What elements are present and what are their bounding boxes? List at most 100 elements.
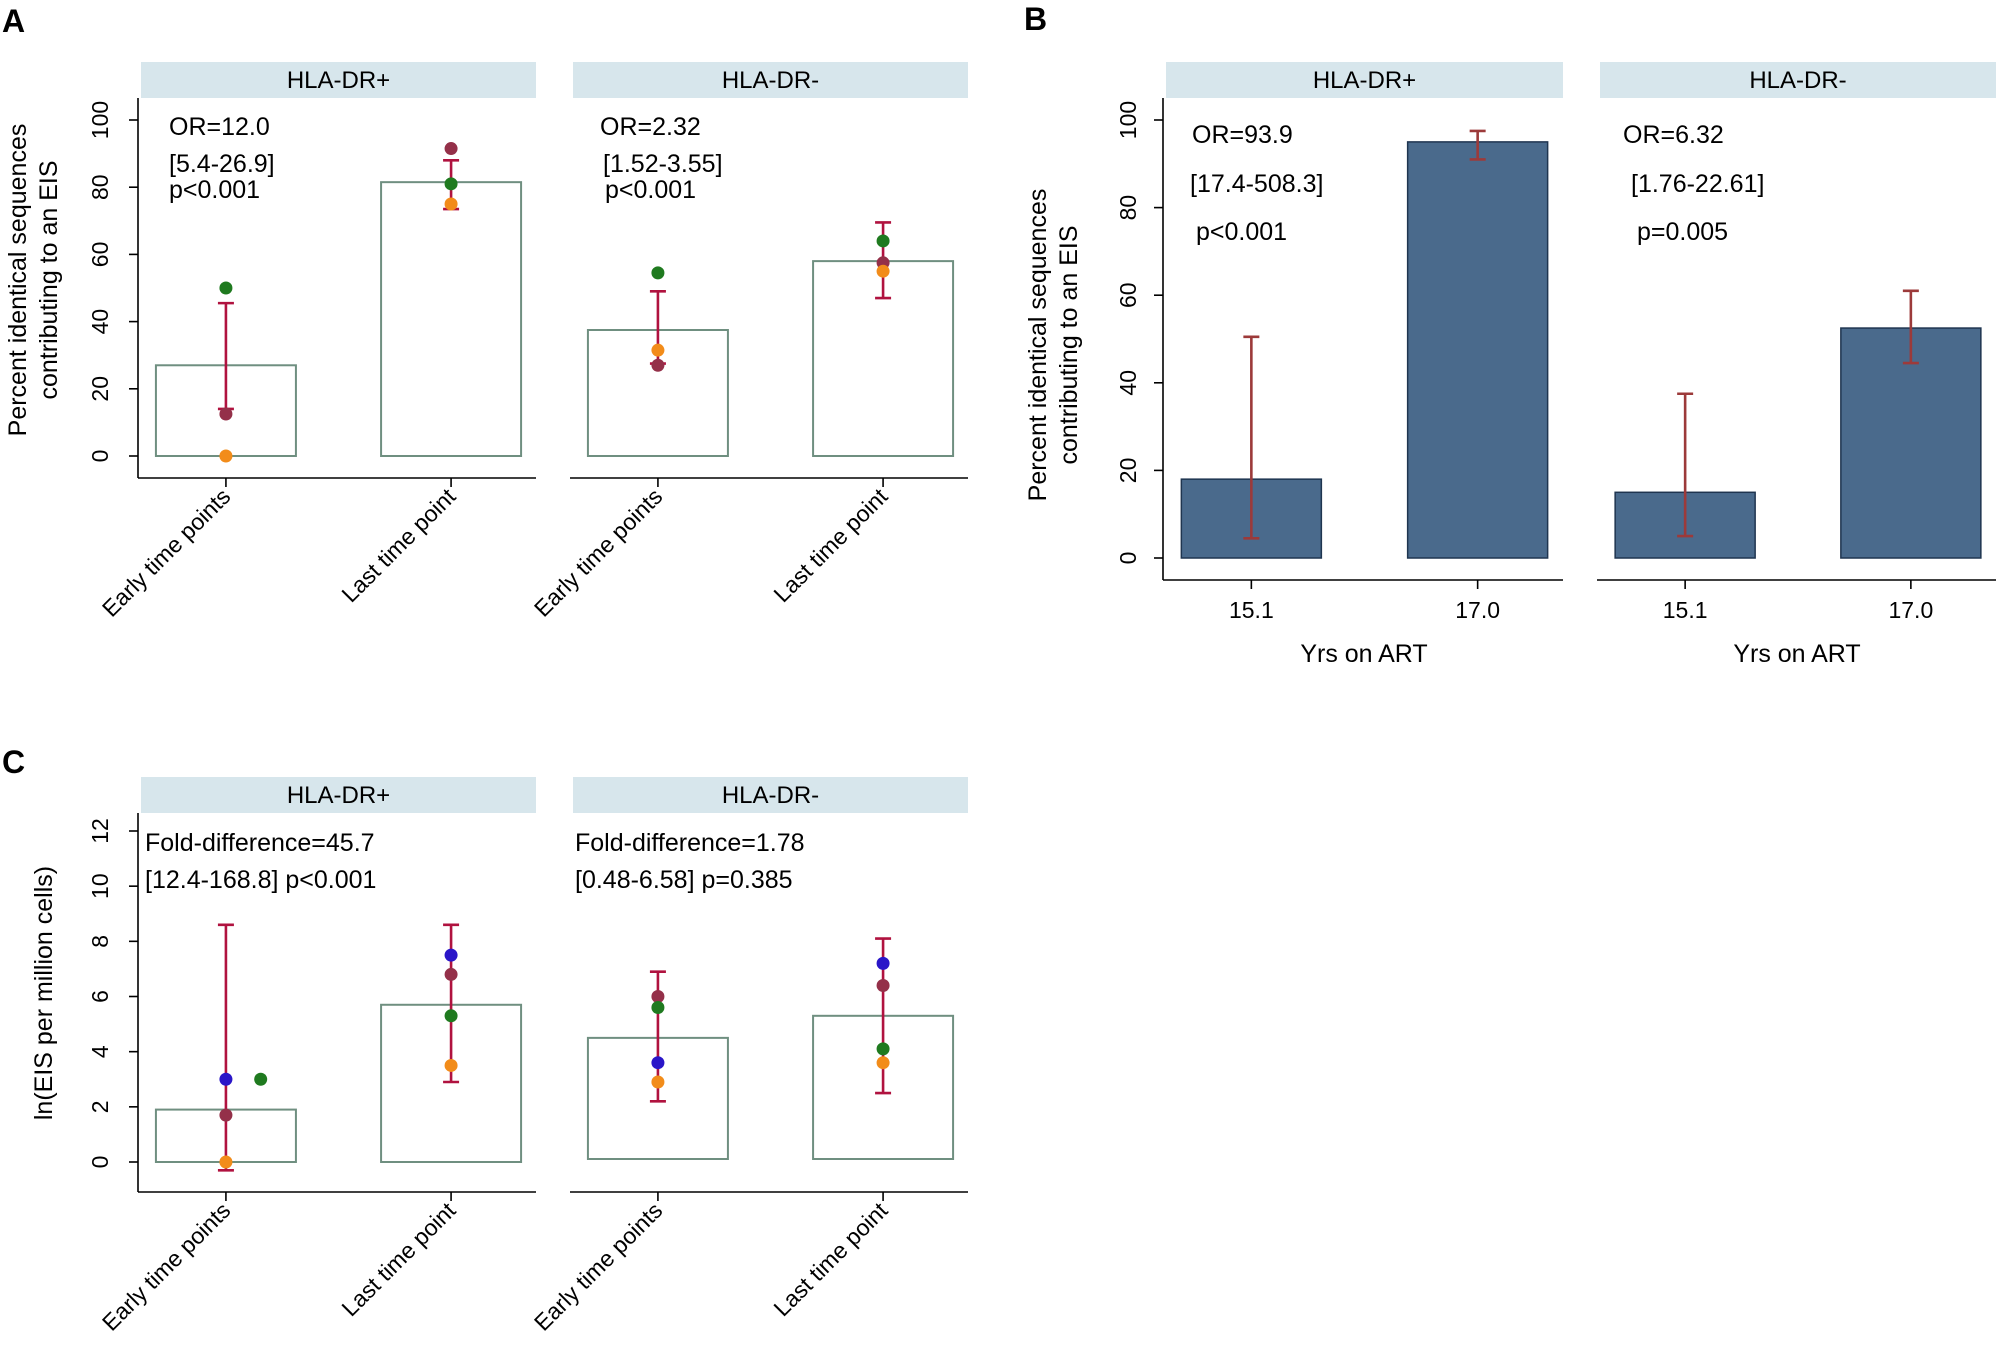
panel-a-y-tick-label: 20 (87, 376, 113, 402)
panel-b-facet-2-strip-title: HLA-DR- (1749, 67, 1846, 94)
panel-a-facet-2-data-point (651, 343, 665, 357)
panel-c-facet-1-data-point (444, 948, 458, 962)
panel-c-ylabel: ln(EIS per million cells) (30, 866, 58, 1120)
panel-b-facet-1-x-tick-label: 15.1 (1229, 597, 1274, 623)
panel-a-facet-2-data-point (876, 234, 890, 248)
panel-c-facet-2-data-point (651, 1056, 665, 1070)
panel-c-facet-2-x-tick-label: Early time points (529, 1197, 668, 1336)
panel-letter-c: C (2, 744, 25, 780)
panel-b-facet-2-annotation-line: [1.76-22.61] (1631, 170, 1764, 198)
panel-a-y-tick-label: 60 (87, 242, 113, 268)
panel-b-facet-2-strip (1600, 62, 1996, 98)
panel-b-facet-1-strip-title: HLA-DR+ (1313, 67, 1416, 94)
panel-b-facet-1-annotation-line: [17.4-508.3] (1190, 170, 1323, 198)
panel-c-y-tick-label: 0 (87, 1156, 113, 1169)
panel-c-y-tick-label: 8 (87, 935, 113, 948)
panel-c-facet-1-strip-title: HLA-DR+ (287, 782, 390, 809)
panel-a-facet-2-data-point (651, 358, 665, 372)
panel-b-facet-1-x-tick-label: 17.0 (1455, 597, 1500, 623)
panel-a-facet-1-strip-title: HLA-DR+ (287, 67, 390, 94)
panel-b-y-tick-label: 20 (1115, 458, 1141, 484)
panel-c-facet-1-data-point (444, 1058, 458, 1072)
panel-a-facet-1-data-point (444, 177, 458, 191)
panel-a-facet-1-bar (380, 181, 523, 457)
panel-a-facet-1-x-tick-label: Early time points (97, 483, 236, 622)
panel-c-y-tick-label: 4 (87, 1045, 113, 1058)
panel-a-facet-2-annotation-line: p<0.001 (605, 176, 696, 204)
panel-a-facet-1-data-point (219, 407, 233, 421)
panel-b-facet-2-annotation-line: p=0.005 (1637, 218, 1728, 246)
panel-letter-b: B (1024, 1, 1047, 37)
panel-c-y-tick-label: 10 (87, 873, 113, 899)
panel-b-y-tick-label: 80 (1115, 195, 1141, 221)
panel-a-facet-1-data-point (444, 197, 458, 211)
panel-a-facet-2-x-tick-label: Early time points (529, 483, 668, 622)
panel-c-facet-2-strip-title: HLA-DR- (722, 782, 819, 809)
panel-b-facet-1-annotation-line: p<0.001 (1196, 218, 1287, 246)
panel-c-facet-1-data-point (444, 1009, 458, 1023)
panel-b-y-tick-label: 40 (1115, 370, 1141, 396)
panel-c-facet-2-data-point (876, 1056, 890, 1070)
panel-c-facet-2-annotation-line: Fold-difference=1.78 (575, 829, 805, 857)
panel-a-y-tick-label: 0 (87, 450, 113, 463)
panel-c-facet-1-x-tick-label: Early time points (97, 1197, 236, 1336)
panel-c-facet-1-annotation-line: [12.4-168.8] p<0.001 (145, 866, 376, 894)
panel-a-ylabel-line2: contributing to an EIS (35, 160, 63, 399)
panel-b-facet-2-x-tick-label: 15.1 (1663, 597, 1708, 623)
panel-a-facet-1-data-point (219, 449, 233, 463)
panel-a-y-tick-label: 80 (87, 174, 113, 200)
panel-b-xlabel-left: Yrs on ART (1300, 640, 1427, 668)
panel-c-facet-2-strip (573, 777, 968, 813)
panel-b-y-tick-label: 100 (1115, 101, 1141, 139)
panel-c-facet-1-data-point (219, 1108, 233, 1122)
panel-a-facet-2-data-point (876, 264, 890, 278)
panel-a-facet-1-data-point (444, 142, 458, 156)
panel-c-facet-2-x-tick-label: Last time point (768, 1197, 893, 1322)
panel-a-facet-1-annotation-line: OR=12.0 (169, 113, 270, 141)
panel-b-facet-1-annotation-line: OR=93.9 (1192, 121, 1293, 149)
panel-c-y-tick-label: 12 (87, 818, 113, 844)
panel-c-facet-2-data-point (876, 956, 890, 970)
panel-a-facet-1-annotation-line: p<0.001 (169, 176, 260, 204)
panel-c-y-tick-label: 2 (87, 1100, 113, 1113)
panel-a-ylabel-line1: Percent identical sequences (4, 124, 32, 437)
panel-letter-a: A (2, 3, 25, 39)
panel-b-xlabel-right: Yrs on ART (1733, 640, 1860, 668)
panel-a-facet-1-data-point (219, 281, 233, 295)
panel-c-y-tick-label: 6 (87, 990, 113, 1003)
panel-b-facet-1-bar (1406, 141, 1549, 559)
panel-b-y-tick-label: 60 (1115, 282, 1141, 308)
panel-c-facet-2-data-point (651, 990, 665, 1003)
panel-c-facet-1-data-point (254, 1072, 268, 1086)
panel-a-facet-2-strip (573, 62, 968, 98)
panel-c-facet-1-data-point (444, 967, 458, 981)
panel-a-facet-2-data-point (651, 266, 665, 280)
panel-c-facet-1-annotation-line: Fold-difference=45.7 (145, 829, 375, 857)
panel-a-facet-2-annotation-line: [1.52-3.55] (603, 150, 723, 178)
panel-c-facet-2-data-point (651, 1075, 665, 1089)
panel-c-facet-1-strip (141, 777, 536, 813)
panel-b-facet-2-bar (1840, 327, 1982, 559)
panel-c-facet-1-data-point (219, 1155, 233, 1169)
panel-b-facet-2-x-tick-label: 17.0 (1888, 597, 1933, 623)
panel-a-facet-2-x-tick-label: Last time point (768, 483, 893, 608)
panel-a-y-tick-label: 100 (87, 101, 113, 139)
panel-c-facet-2-data-point (876, 978, 890, 992)
panel-a-facet-1-x-tick-label: Last time point (336, 483, 461, 608)
panel-a-facet-1-annotation-line: [5.4-26.9] (169, 150, 275, 178)
panel-a-y-tick-label: 40 (87, 309, 113, 335)
panel-b-facet-2-annotation-line: OR=6.32 (1623, 121, 1724, 149)
panel-a-facet-2-annotation-line: OR=2.32 (600, 113, 701, 141)
panel-a-facet-1-strip (141, 62, 536, 98)
panel-c-facet-1-data-point (219, 1072, 233, 1086)
panel-b-y-tick-label: 0 (1115, 552, 1141, 565)
panel-c-facet-2-annotation-line: [0.48-6.58] p=0.385 (575, 866, 793, 894)
panel-a-facet-2-strip-title: HLA-DR- (722, 67, 819, 94)
panel-c-facet-1-x-tick-label: Last time point (336, 1197, 461, 1322)
panel-b-ylabel-line2: contributing to an EIS (1055, 225, 1083, 464)
panel-c-facet-2-data-point (651, 1001, 665, 1015)
panel-c-facet-2-data-point (876, 1042, 890, 1056)
panel-b-facet-1-strip (1166, 62, 1563, 98)
panel-b-ylabel-line1: Percent identical sequences (1024, 189, 1052, 502)
